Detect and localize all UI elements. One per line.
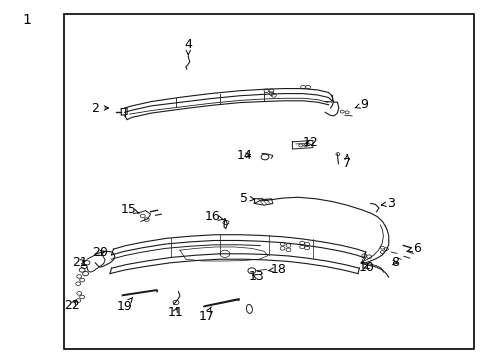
Text: 15: 15: [121, 203, 139, 216]
Text: 18: 18: [267, 263, 286, 276]
Text: 2: 2: [91, 102, 108, 114]
Text: 1: 1: [22, 13, 31, 27]
Text: 9: 9: [354, 98, 367, 111]
Text: 17: 17: [198, 307, 214, 323]
Text: 22: 22: [64, 299, 80, 312]
Text: 6: 6: [407, 242, 420, 255]
Text: 16: 16: [204, 210, 223, 223]
Text: 5: 5: [239, 192, 254, 204]
Text: 7: 7: [343, 154, 350, 170]
Text: 4: 4: [184, 39, 192, 55]
Text: 11: 11: [167, 306, 183, 319]
Text: 21: 21: [72, 256, 87, 269]
Text: 8: 8: [390, 256, 398, 269]
Text: 20: 20: [92, 246, 108, 259]
Text: 3: 3: [381, 197, 394, 210]
Text: 13: 13: [248, 270, 264, 283]
Text: 19: 19: [117, 297, 132, 313]
Text: 12: 12: [302, 136, 318, 149]
Text: 14: 14: [236, 149, 252, 162]
Text: 10: 10: [358, 261, 374, 274]
Bar: [63, 14, 473, 349]
